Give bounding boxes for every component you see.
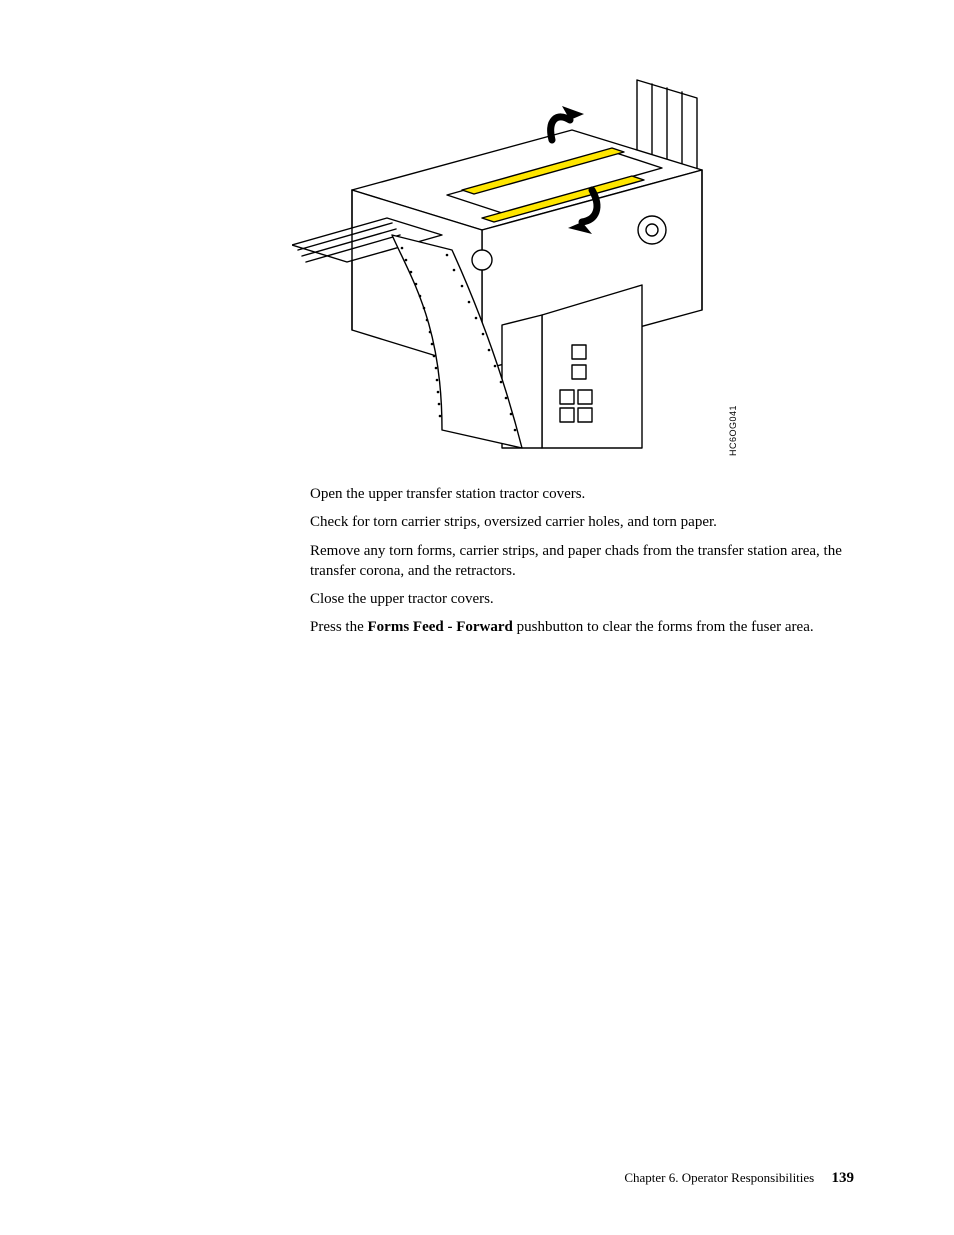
step-text: Close the upper tractor covers. (310, 591, 494, 607)
step-1: Open the upper transfer station tractor … (310, 484, 854, 504)
illustration-svg (292, 70, 732, 460)
step-text-post: pushbutton to clear the forms from the f… (513, 619, 814, 635)
step-text: Check for torn carrier strips, oversized… (310, 514, 717, 530)
step-2: Check for torn carrier strips, oversized… (310, 512, 854, 532)
step-text-pre: Press the (310, 619, 368, 635)
step-4: Close the upper tractor covers. (310, 589, 854, 609)
instruction-list: Open the upper transfer station tractor … (170, 484, 854, 638)
page-number: 139 (832, 1170, 855, 1186)
step-text: Open the upper transfer station tractor … (310, 486, 585, 502)
step-text: Remove any torn forms, carrier strips, a… (310, 543, 842, 579)
page-footer: Chapter 6. Operator Responsibilities 139 (624, 1170, 854, 1187)
step-text-bold: Forms Feed - Forward (368, 619, 513, 635)
technical-illustration: HC6OG041 (292, 70, 732, 460)
figure-container: HC6OG041 (170, 70, 854, 460)
step-5: Press the Forms Feed - Forward pushbutto… (310, 617, 854, 637)
chapter-label: Chapter 6. Operator Responsibilities (624, 1170, 814, 1185)
document-page: HC6OG041 Open the upper transfer station… (0, 0, 954, 1235)
step-3: Remove any torn forms, carrier strips, a… (310, 541, 854, 582)
figure-code-label: HC6OG041 (728, 405, 738, 456)
